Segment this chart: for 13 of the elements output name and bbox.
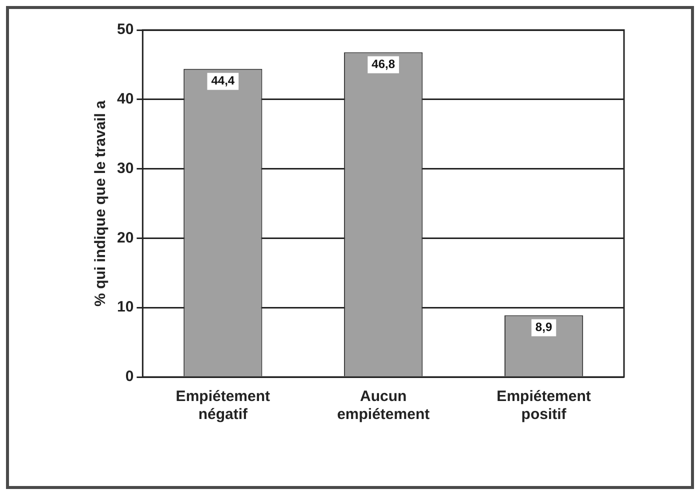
y-tick-label: 40	[116, 90, 134, 108]
x-tick-label: Empiétement positif	[496, 388, 591, 424]
y-tick-label: 50	[116, 21, 134, 38]
y-axis-title: % qui indique que le travail a	[92, 100, 110, 306]
data-label: 8,9	[535, 320, 552, 334]
x-tick-label: Empiétement négatif	[176, 388, 270, 424]
y-tick-label: 20	[116, 229, 134, 246]
y-tick-label: 0	[125, 368, 134, 386]
y-tick-label: 30	[116, 160, 134, 177]
x-tick-label: Aucun empiétement	[337, 388, 430, 424]
y-tick-label: 10	[116, 298, 134, 316]
data-label: 46,8	[372, 57, 396, 72]
data-label: 44,4	[211, 74, 235, 88]
